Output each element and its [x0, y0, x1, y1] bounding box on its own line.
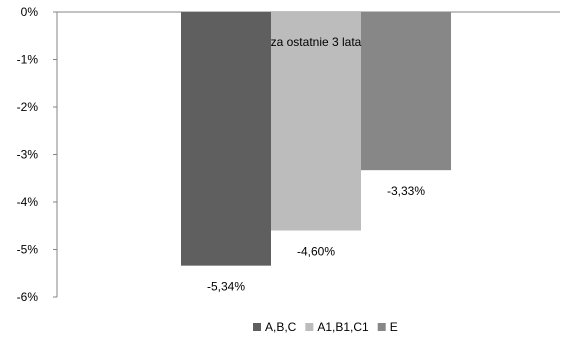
y-tick-label: 0% — [21, 5, 39, 19]
legend-swatch — [377, 323, 386, 331]
legend-label: A1,B1,C1 — [317, 320, 369, 334]
y-tick-label: -5% — [17, 243, 39, 257]
data-label: -3,33% — [387, 184, 425, 198]
data-label: -4,60% — [297, 245, 335, 259]
data-label: -5,34% — [207, 280, 245, 294]
y-tick-label: -3% — [17, 148, 39, 162]
legend: A,B,C A1,B1,C1 E — [253, 320, 398, 334]
y-tick-label: -1% — [17, 53, 39, 67]
data-labels: -5,34% -4,60% -3,33% — [207, 184, 425, 293]
legend-label: A,B,C — [265, 320, 297, 334]
y-axis: 0% -1% -2% -3% -4% -5% -6% — [17, 5, 560, 304]
bar — [271, 12, 361, 231]
y-tick-label: -4% — [17, 195, 39, 209]
y-tick-label: -2% — [17, 100, 39, 114]
y-tick-label: -6% — [17, 290, 39, 304]
legend-swatch — [305, 323, 314, 331]
bar — [361, 12, 451, 171]
chart-annotation: za ostatnie 3 lata — [271, 35, 362, 49]
bars — [181, 12, 451, 266]
bar — [181, 12, 271, 266]
legend-swatch — [253, 323, 261, 331]
legend-label: E — [390, 320, 398, 334]
